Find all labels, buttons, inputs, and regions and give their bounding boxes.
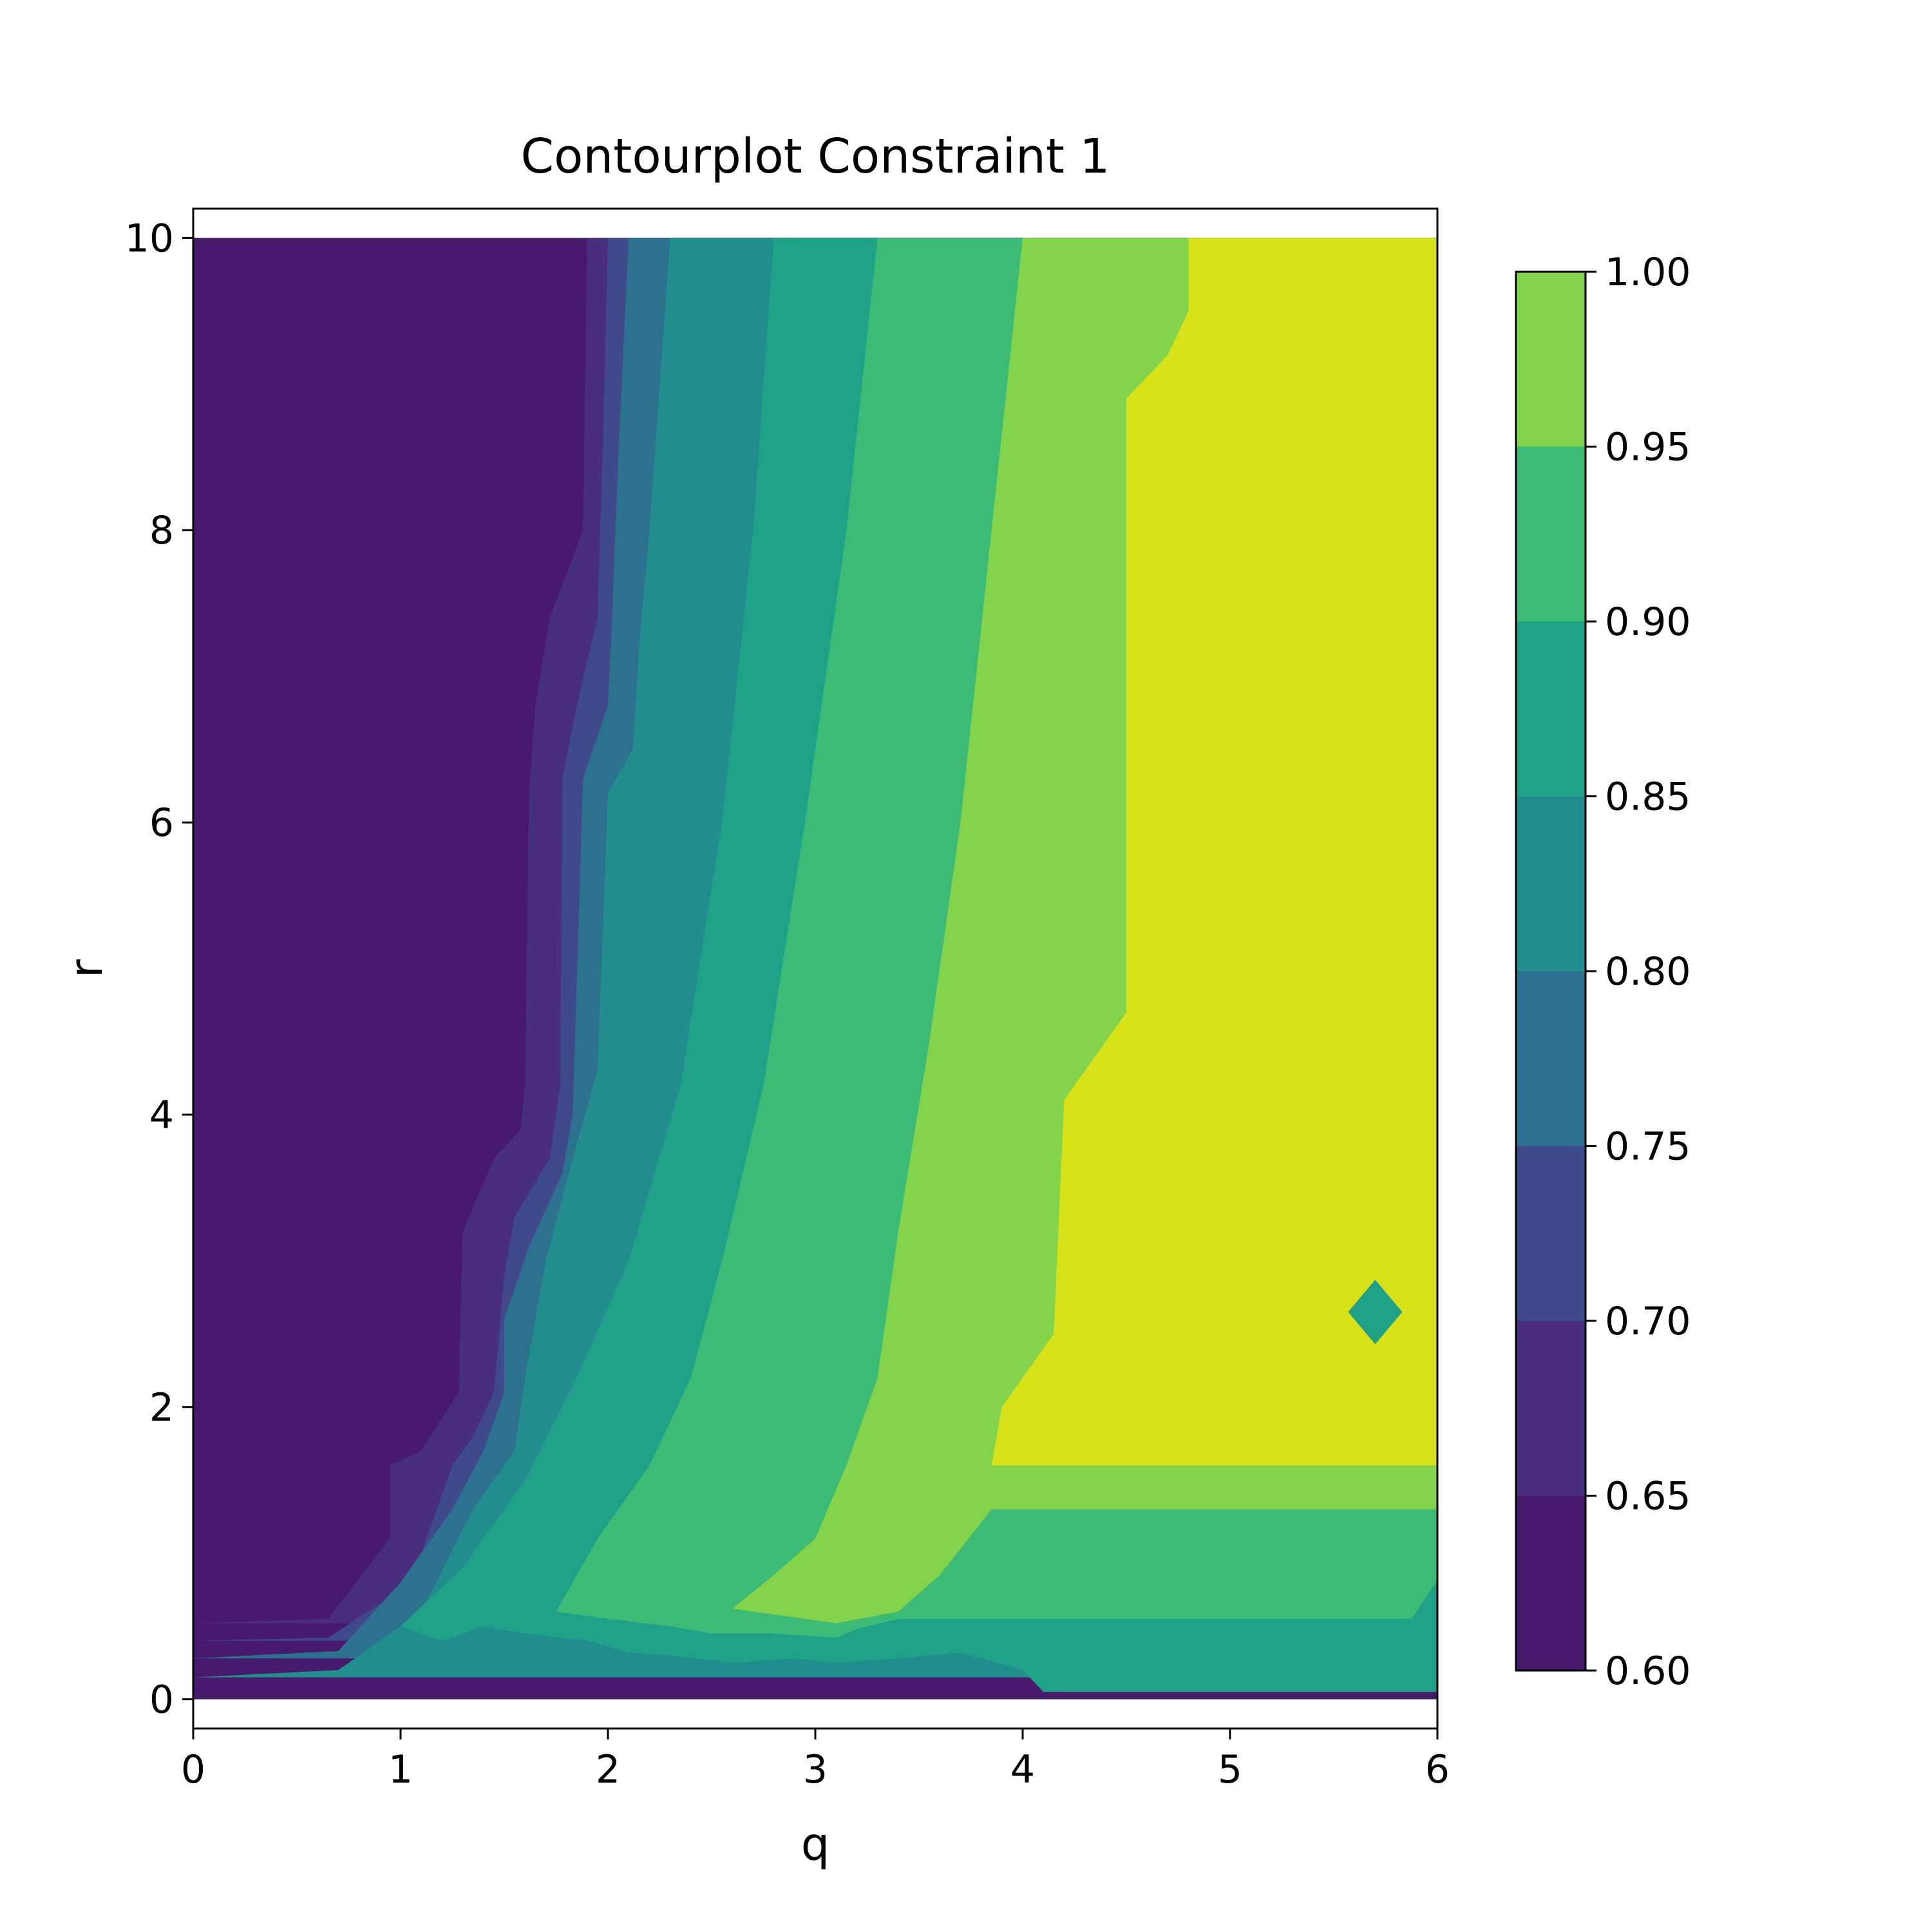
colorbar-tick-label-5: 0.85 (1605, 775, 1691, 820)
plot-area (192, 207, 1439, 1730)
y-tick-label-2: 4 (149, 1093, 174, 1138)
x-tick-label-3: 3 (803, 1747, 828, 1792)
chart-title: Contourplot Constraint 1 (520, 129, 1110, 184)
y-tick-label-0: 0 (149, 1678, 174, 1723)
colorbar-band-2 (1516, 1146, 1586, 1321)
colorbar-band-5 (1516, 621, 1586, 797)
x-tick-label-1: 1 (388, 1747, 413, 1792)
contour-bands (193, 238, 1437, 1700)
colorbar-tick-label-2: 0.70 (1605, 1299, 1691, 1344)
y-axis: 0 2 4 6 8 10 (125, 216, 193, 1723)
colorbar-band-1 (1516, 1321, 1586, 1496)
x-tick-label-2: 2 (596, 1747, 620, 1792)
contour-annotations (1348, 1280, 1437, 1658)
colorbar-tick-label-6: 0.90 (1605, 600, 1691, 645)
x-axis-label: q (801, 1818, 829, 1871)
y-axis-label: r (60, 959, 113, 978)
colorbar-bands (1516, 272, 1586, 1671)
x-tick-label-5: 5 (1218, 1747, 1242, 1792)
contour-island-1 (1412, 1580, 1437, 1658)
colorbar-ticks: 0.60 0.65 0.70 0.75 0.80 0.85 0.90 0.95 1.00 (1586, 250, 1691, 1694)
colorbar-tick-label-1: 0.65 (1605, 1474, 1691, 1519)
colorbar-tick-label-8: 1.00 (1605, 250, 1691, 295)
x-tick-label-6: 6 (1425, 1747, 1450, 1792)
x-tick-label-0: 0 (181, 1747, 205, 1792)
colorbar-tick-label-0: 0.60 (1605, 1649, 1691, 1694)
x-axis: 0 1 2 3 4 5 6 (181, 1728, 1450, 1792)
colorbar-band-6 (1516, 446, 1586, 621)
colorbar-band-0 (1516, 1495, 1586, 1671)
y-tick-label-3: 6 (149, 800, 174, 846)
colorbar-band-3 (1516, 971, 1586, 1146)
contour-band-8 (991, 238, 1437, 1700)
colorbar-band-4 (1516, 796, 1586, 971)
colorbar-band-7 (1516, 272, 1586, 447)
contour-island-0 (1348, 1280, 1403, 1345)
colorbar: 0.60 0.65 0.70 0.75 0.80 0.85 0.90 0.95 1.00 (1515, 250, 1691, 1694)
colorbar-tick-label-4: 0.80 (1605, 949, 1691, 994)
y-tick-label-1: 2 (149, 1385, 174, 1430)
x-tick-label-4: 4 (1010, 1747, 1035, 1792)
colorbar-tick-label-3: 0.75 (1605, 1124, 1691, 1170)
colorbar-tick-label-7: 0.95 (1605, 425, 1691, 470)
y-tick-label-5: 10 (125, 216, 174, 261)
y-tick-label-4: 8 (149, 508, 174, 553)
